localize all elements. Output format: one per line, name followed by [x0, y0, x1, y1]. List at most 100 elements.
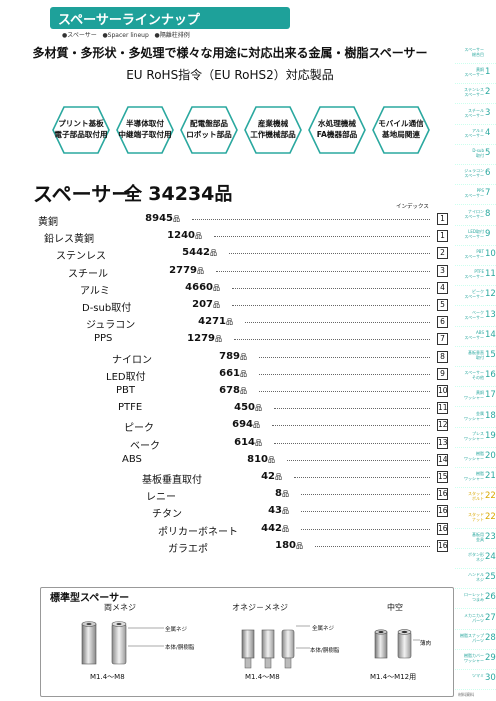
tab-label: LED取付 スペーサー — [456, 229, 484, 239]
count-number: 43 — [268, 505, 282, 517]
side-index-tab[interactable]: 黄銅 ワッシャー 17 — [455, 387, 496, 408]
index-number[interactable]: 1 — [437, 230, 448, 243]
side-index-tab[interactable]: ベーク スペーサー 13 — [455, 307, 496, 327]
tab-number: 8 — [485, 208, 491, 219]
leader-dots — [301, 528, 430, 530]
index-number[interactable]: 4 — [437, 281, 448, 294]
index-number[interactable]: 16 — [437, 505, 448, 518]
tab-divider — [455, 184, 496, 186]
tab-divider — [455, 487, 496, 489]
side-index-tab[interactable]: ABS スペーサー 14 — [455, 327, 496, 347]
tab-number: 25 — [485, 572, 496, 583]
tab-number: 3 — [485, 107, 491, 118]
side-index-tab[interactable]: ハンドル ネジ 25 — [455, 569, 496, 590]
side-index-tab[interactable]: 樹脂カバー ワッシャー 29 — [455, 650, 496, 670]
side-index-tab[interactable]: スタッド ナット 22 — [455, 509, 496, 529]
tab-divider — [455, 83, 496, 85]
side-index-tab[interactable]: スペーサー その他 16 — [455, 367, 496, 388]
index-number[interactable]: 3 — [437, 264, 448, 277]
index-number[interactable]: 16 — [437, 539, 448, 552]
index-number[interactable]: 12 — [437, 419, 448, 432]
tab-label-line: 金具 — [476, 536, 484, 542]
index-number[interactable]: 11 — [437, 402, 448, 415]
count-number: 180 — [275, 539, 296, 551]
type-hollow: 中空 — [387, 603, 403, 612]
tab-label-line: スペーサー — [464, 92, 484, 98]
tab-divider — [455, 507, 496, 509]
tab-label-line: 黄銅 — [476, 67, 484, 73]
tab-number: 9 — [485, 228, 491, 239]
category-line1: プリント基板 — [58, 119, 104, 128]
side-index-tab[interactable]: PTFE スペーサー 11 — [455, 266, 496, 287]
tab-label-line: スペーサー — [464, 72, 484, 78]
side-index-tab[interactable]: ローレット つまみ 26 — [455, 589, 496, 610]
index-number[interactable]: 13 — [437, 436, 448, 449]
side-index-tab[interactable]: 黄銅 スペーサー 1 — [455, 64, 496, 85]
index-number[interactable]: 7 — [437, 333, 448, 346]
product-name: PBT — [116, 385, 135, 396]
index-number[interactable]: 1 — [437, 213, 448, 225]
tab-label-line: スペーサー — [464, 193, 484, 199]
side-index-tab[interactable]: スタッド ボルト 22 — [455, 488, 496, 509]
tab-label: ボタン形 ネジ — [456, 552, 484, 562]
side-index-tab[interactable]: 金属 ワッシャー 18 — [455, 408, 496, 428]
tab-divider — [455, 244, 496, 246]
tab-label: メカニカル パーツ — [456, 613, 484, 623]
total-unit: 品 — [214, 184, 233, 205]
side-index-tab[interactable]: ボタン形 ネジ 24 — [455, 549, 496, 569]
category-line1: モバイル通信 — [378, 119, 424, 128]
leader-dots — [216, 270, 430, 272]
side-index-tab[interactable]: 樹脂 ワッシャー 20 — [455, 448, 496, 468]
index-number[interactable]: 5 — [437, 299, 448, 311]
tab-label: 基板用 金具 — [456, 532, 484, 542]
index-number[interactable]: 16 — [437, 488, 448, 501]
tab-label-line: 取付 — [476, 153, 484, 158]
index-number[interactable]: 14 — [437, 453, 448, 466]
leader-dots — [287, 459, 430, 461]
index-number[interactable]: 9 — [437, 367, 448, 380]
side-index-tab[interactable]: 樹脂 ワッシャー 21 — [455, 468, 496, 489]
side-index-tab[interactable]: PPS スペーサー 7 — [455, 185, 496, 206]
side-index-tab[interactable]: スペーサー 総合目 — [455, 44, 496, 64]
tab-label: スタッド ボルト — [456, 491, 484, 501]
leader-dots — [301, 511, 430, 513]
index-number[interactable]: 2 — [437, 247, 448, 260]
side-index-tab[interactable]: LED取付 スペーサー 9 — [455, 226, 496, 246]
side-index-tab[interactable]: スチール スペーサー 3 — [455, 105, 496, 125]
index-number[interactable]: 8 — [437, 350, 448, 363]
tab-number: 30 — [485, 673, 496, 684]
side-index-tab[interactable]: アルミ スペーサー 4 — [455, 125, 496, 145]
product-name: ポリカーボネート — [158, 526, 238, 538]
side-index-tab[interactable]: ジュラコン スペーサー 6 — [455, 165, 496, 186]
rohs-headline: EU RoHS指令（EU RoHS2）対応製品 — [126, 68, 334, 82]
count-unit: 品 — [282, 507, 289, 516]
tab-label-line: パーツ — [472, 637, 484, 643]
hexagon-icon — [116, 106, 174, 154]
tab-label-line: スペーサー — [464, 370, 484, 376]
index-number[interactable]: 16 — [437, 522, 448, 535]
index-number[interactable]: 15 — [437, 471, 448, 483]
count-unit: 品 — [255, 404, 262, 413]
tab-label-line: スタッド — [468, 491, 484, 497]
tab-label: 基板垂直 取付 — [456, 350, 484, 360]
side-index-tab[interactable]: PBT スペーサー 10 — [455, 246, 496, 266]
side-index-tab[interactable]: ツマミ 30 — [455, 670, 496, 691]
side-index-tab[interactable]: ピーク スペーサー 12 — [455, 286, 496, 307]
leader-dots — [259, 373, 430, 375]
tab-number: 20 — [485, 451, 496, 461]
tab-label-line: スペーサー — [464, 233, 484, 239]
side-index-tab[interactable]: 基板用 金具 23 — [455, 529, 496, 549]
side-index-tab[interactable]: 樹脂スナップ パーツ 28 — [455, 630, 496, 650]
side-index-tab[interactable]: プレス ワッシャー 19 — [455, 428, 496, 448]
side-index-tab[interactable]: ナイロン スペーサー 8 — [455, 206, 496, 226]
tab-number: 28 — [485, 632, 496, 643]
side-index-tab[interactable]: 基板垂直 取付 15 — [455, 347, 496, 367]
count-number: 1240 — [167, 230, 195, 242]
index-number[interactable]: 6 — [437, 316, 448, 329]
side-index-tab[interactable]: ステンレス スペーサー 2 — [455, 84, 496, 105]
side-index-tab[interactable]: D-sub 取付 5 — [455, 145, 496, 165]
index-number[interactable]: 10 — [437, 385, 448, 397]
tab-divider — [455, 588, 496, 590]
side-index-tab[interactable]: メカニカル パーツ 27 — [455, 610, 496, 630]
category-line2: 工作機械部品 — [250, 130, 296, 139]
